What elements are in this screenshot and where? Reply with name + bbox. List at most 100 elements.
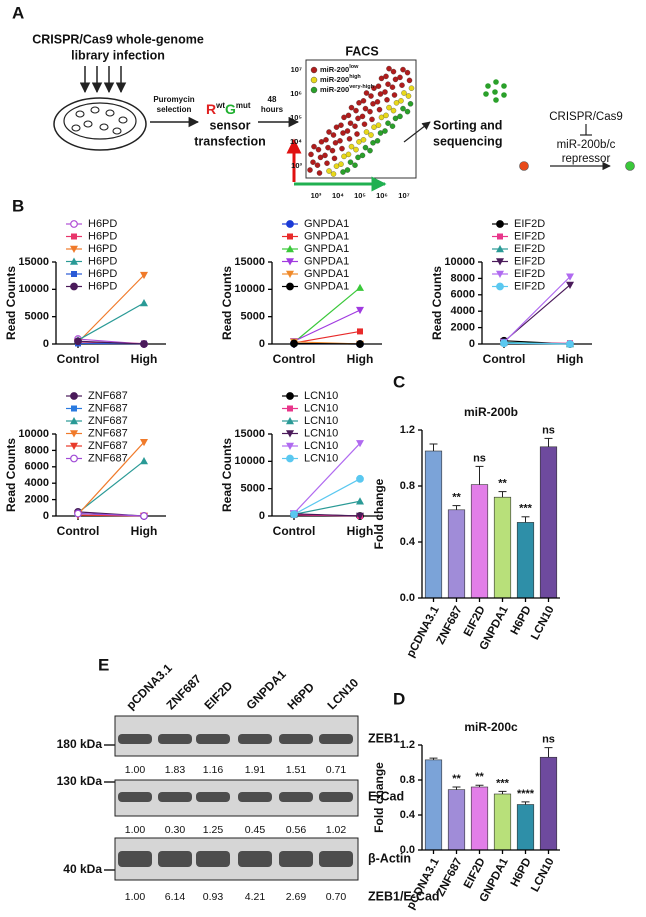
protein-label: E-Cad [368,789,404,803]
legend-label: EIF2D [514,255,545,267]
point-marker [496,258,504,266]
facs-dot [347,159,354,165]
y-tick-label: 5000 [25,311,49,323]
point-marker [140,299,148,307]
series-line [293,330,361,344]
point-marker [140,271,148,280]
line-chart: 0 5000 10000 15000 Control High Read Counts H6P… [4,218,166,366]
point-marker [357,328,363,335]
facs-dot [359,113,366,120]
facs-dot [378,114,385,121]
facs-dot [371,85,377,91]
series-line [77,274,145,343]
legend-label: EIF2D [514,268,545,280]
facs-tick: 10⁴ [290,137,302,146]
facs-dot [324,160,330,166]
point-marker [566,281,574,289]
sensor-name: RwtGmut [206,101,251,117]
bar [424,759,443,851]
facs-dot [385,120,391,126]
panel-label: D [393,689,405,708]
lane-label: H6PD [284,680,317,713]
lane-label: GNPDA1 [243,667,288,712]
facs-dot [341,153,347,160]
series-line [293,287,361,343]
legend-label: EIF2D [514,280,545,292]
blot-band [279,734,313,744]
facs-tick: 10⁷ [398,191,409,200]
point-marker [70,442,78,450]
protein-label: ZEB1 [368,731,400,745]
step-text: CRISPR/Cas9 [549,111,623,123]
y-tick-label: 10000 [234,283,265,295]
facs-dot [348,143,355,150]
bar [447,509,466,599]
facs-dot [340,130,346,136]
y-tick-label: 0.0 [400,592,415,604]
point-marker [286,258,294,266]
chart-title: miR-200b [464,405,518,419]
bar [539,446,558,599]
blot-band [158,734,192,744]
point-marker [496,220,504,228]
point-marker [74,509,82,518]
y-tick-label: 1.2 [400,424,415,436]
step-text: hours [261,105,284,114]
point-marker [566,340,574,348]
facs-dot [356,139,362,145]
point-marker [286,270,294,278]
point-marker [566,273,574,281]
facs-dot [377,130,384,136]
point-marker [140,439,148,447]
facs-dot [390,107,397,114]
y-tick-label: 4000 [451,305,475,317]
facs-dot [370,101,376,107]
facs-dot [386,65,392,72]
x-tick-label: pCDNA3.1 [405,604,442,660]
facs-dot [345,112,352,119]
facs-dot [383,112,389,119]
point-marker [497,233,503,240]
legend-label: LCN10 [304,452,338,464]
step-text: 48 [268,95,277,104]
facs-dot [374,99,381,105]
facs-dot [383,73,389,80]
y-tick-label: 15000 [234,428,265,440]
facs-dot [353,146,359,153]
y-tick-label: 6000 [451,289,475,301]
facs-tick: 10⁷ [291,65,302,74]
bar [447,789,466,851]
significance-label: ns [542,734,555,746]
facs-dot [359,152,366,159]
facs-dot [407,101,414,107]
facs-dot [344,128,351,134]
y-tick-label: 0.0 [400,844,415,856]
facs-dot [360,137,367,143]
bar [470,484,489,599]
point-marker [356,283,364,291]
legend-label: miR-200very-high [320,84,375,94]
facs-dot [368,93,374,99]
facs-dot [389,84,396,90]
x-tick-label: Control [57,524,100,538]
facs-dot [326,129,332,135]
facs-dot [392,115,399,122]
facs-dot [405,93,412,99]
y-axis-label: Read Counts [430,266,444,340]
facs-dot [399,82,405,88]
facs-dot [355,154,361,161]
point-marker [290,339,298,348]
y-axis-label: Read Counts [220,438,234,512]
facs-dot [333,163,340,169]
facs-dots [307,65,415,177]
legend-label: EIF2D [514,218,545,230]
facs-dot [339,145,345,152]
quant-value: 1.16 [203,764,224,776]
step-text: transfection [194,134,266,148]
panel-label: C [393,372,405,391]
quant-value: 0.93 [203,891,224,903]
facs-dot [397,74,403,81]
point-marker [71,271,77,277]
legend-label: H6PD [88,268,117,280]
facs-dot [355,115,361,122]
